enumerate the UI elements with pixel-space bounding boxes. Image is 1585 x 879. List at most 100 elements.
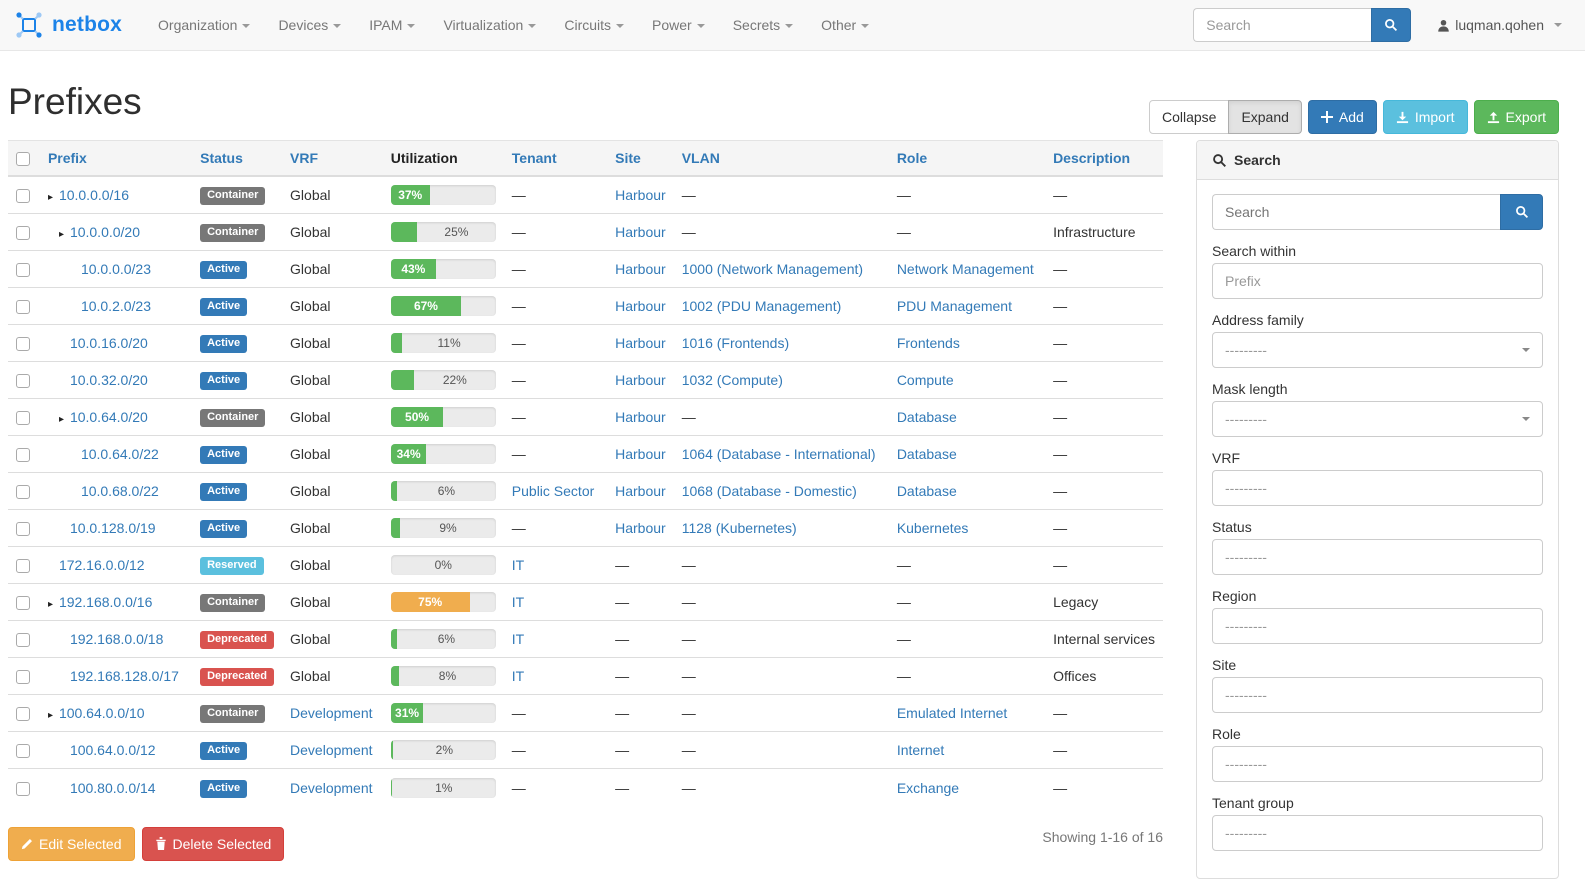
edit-selected-button[interactable]: Edit Selected <box>8 826 135 861</box>
prefix-link[interactable]: 100.80.0.0/14 <box>69 779 156 796</box>
navbar-search-button[interactable] <box>1371 8 1412 42</box>
column-header-vrf[interactable]: VRF <box>282 140 383 178</box>
row-checkbox[interactable] <box>16 633 30 648</box>
status-select[interactable]: --------- <box>1212 539 1543 575</box>
row-checkbox[interactable] <box>16 670 30 685</box>
address-family-select[interactable]: --------- <box>1212 332 1543 368</box>
nav-item-virtualization[interactable]: Virtualization <box>429 0 550 50</box>
nav-item-circuits[interactable]: Circuits <box>550 0 638 50</box>
prefix-link[interactable]: 100.64.0.0/12 <box>69 742 156 759</box>
prefix-link[interactable]: 172.16.0.0/12 <box>58 557 145 574</box>
site-link[interactable]: Harbour <box>615 187 666 204</box>
expand-caret-icon[interactable]: ▸ <box>47 599 53 611</box>
prefix-link[interactable]: 10.0.2.0/23 <box>80 298 151 315</box>
vlan-link[interactable]: 1068 (Database - Domestic) <box>681 483 857 500</box>
row-checkbox[interactable] <box>16 522 30 537</box>
site-link[interactable]: Harbour <box>615 446 666 463</box>
row-checkbox[interactable] <box>16 300 30 315</box>
expand-caret-icon[interactable]: ▸ <box>58 229 64 241</box>
role-link[interactable]: Kubernetes <box>896 520 969 537</box>
site-link[interactable]: Harbour <box>615 298 666 315</box>
vlan-link[interactable]: 1000 (Network Management) <box>681 261 864 278</box>
row-checkbox[interactable] <box>16 337 30 352</box>
nav-item-organization[interactable]: Organization <box>144 0 264 50</box>
prefix-link[interactable]: 10.0.32.0/20 <box>69 372 148 389</box>
column-header-tenant[interactable]: Tenant <box>503 140 608 178</box>
row-checkbox[interactable] <box>16 448 30 463</box>
vrf-link[interactable]: Development <box>290 779 373 796</box>
site-link[interactable]: Harbour <box>615 224 666 241</box>
vrf-link[interactable]: Development <box>290 705 373 722</box>
collapse-button[interactable]: Collapse <box>1148 100 1230 134</box>
tenant-link[interactable]: IT <box>511 631 525 648</box>
role-link[interactable]: Exchange <box>896 779 960 796</box>
site-link[interactable]: Harbour <box>615 261 666 278</box>
column-header-role[interactable]: Role <box>888 140 1046 178</box>
filter-search-button[interactable] <box>1500 194 1543 230</box>
prefix-link[interactable]: 10.0.64.0/22 <box>80 446 159 463</box>
role-link[interactable]: Database <box>896 409 957 426</box>
role-select[interactable]: --------- <box>1212 746 1543 782</box>
role-link[interactable]: Database <box>896 446 957 463</box>
tenant-group-select[interactable]: --------- <box>1212 815 1543 851</box>
prefix-link[interactable]: 10.0.0.0/20 <box>69 224 140 241</box>
prefix-link[interactable]: 192.168.0.0/16 <box>58 594 153 611</box>
expand-caret-icon[interactable]: ▸ <box>58 414 64 426</box>
import-button[interactable]: Import <box>1382 100 1468 134</box>
row-checkbox[interactable] <box>16 485 30 500</box>
search-within-input[interactable] <box>1212 263 1543 299</box>
expand-button[interactable]: Expand <box>1228 100 1302 134</box>
row-checkbox[interactable] <box>16 226 30 241</box>
vlan-link[interactable]: 1016 (Frontends) <box>681 335 790 352</box>
role-link[interactable]: PDU Management <box>896 298 1012 315</box>
vrf-link[interactable]: Development <box>290 742 373 759</box>
nav-item-power[interactable]: Power <box>638 0 719 50</box>
nav-item-ipam[interactable]: IPAM <box>355 0 429 50</box>
site-link[interactable]: Harbour <box>615 483 666 500</box>
expand-caret-icon[interactable]: ▸ <box>47 192 53 204</box>
row-checkbox[interactable] <box>16 707 30 722</box>
tenant-link[interactable]: IT <box>511 668 525 685</box>
prefix-link[interactable]: 10.0.0.0/23 <box>80 261 151 278</box>
prefix-link[interactable]: 10.0.128.0/19 <box>69 520 156 537</box>
tenant-link[interactable]: IT <box>511 557 525 574</box>
prefix-link[interactable]: 192.168.0.0/18 <box>69 631 164 648</box>
row-checkbox[interactable] <box>16 781 30 796</box>
tenant-link[interactable]: IT <box>511 594 525 611</box>
column-header-prefix[interactable]: Prefix <box>39 140 193 178</box>
role-link[interactable]: Internet <box>896 742 945 759</box>
row-checkbox[interactable] <box>16 263 30 278</box>
column-header-site[interactable]: Site <box>607 140 674 178</box>
vlan-link[interactable]: 1002 (PDU Management) <box>681 298 842 315</box>
site-link[interactable]: Harbour <box>615 372 666 389</box>
vlan-link[interactable]: 1128 (Kubernetes) <box>681 520 797 537</box>
role-link[interactable]: Compute <box>896 372 954 389</box>
site-select[interactable]: --------- <box>1212 677 1543 713</box>
column-header-status[interactable]: Status <box>192 140 283 178</box>
nav-item-other[interactable]: Other <box>807 0 883 50</box>
site-link[interactable]: Harbour <box>615 409 666 426</box>
prefix-link[interactable]: 10.0.16.0/20 <box>69 335 148 352</box>
role-link[interactable]: Frontends <box>896 335 960 352</box>
region-select[interactable]: --------- <box>1212 608 1543 644</box>
column-header-description[interactable]: Description <box>1045 140 1163 178</box>
tenant-link[interactable]: Public Sector <box>511 483 595 500</box>
prefix-link[interactable]: 10.0.68.0/22 <box>80 483 159 500</box>
prefix-link[interactable]: 10.0.0.0/16 <box>58 187 129 204</box>
row-checkbox[interactable] <box>16 374 30 389</box>
filter-search-input[interactable] <box>1212 194 1500 230</box>
select-all-checkbox[interactable] <box>16 152 30 167</box>
delete-selected-button[interactable]: Delete Selected <box>141 826 285 861</box>
prefix-link[interactable]: 10.0.64.0/20 <box>69 409 148 426</box>
role-link[interactable]: Database <box>896 483 957 500</box>
nav-item-secrets[interactable]: Secrets <box>719 0 807 50</box>
navbar-search-input[interactable] <box>1193 8 1372 42</box>
vlan-link[interactable]: 1032 (Compute) <box>681 372 783 389</box>
row-checkbox[interactable] <box>16 744 30 759</box>
row-checkbox[interactable] <box>16 189 30 204</box>
row-checkbox[interactable] <box>16 559 30 574</box>
vlan-link[interactable]: 1064 (Database - International) <box>681 446 876 463</box>
add-button[interactable]: Add <box>1307 100 1377 134</box>
user-menu[interactable]: luqman.qohen <box>1437 17 1562 33</box>
export-button[interactable]: Export <box>1473 100 1559 134</box>
